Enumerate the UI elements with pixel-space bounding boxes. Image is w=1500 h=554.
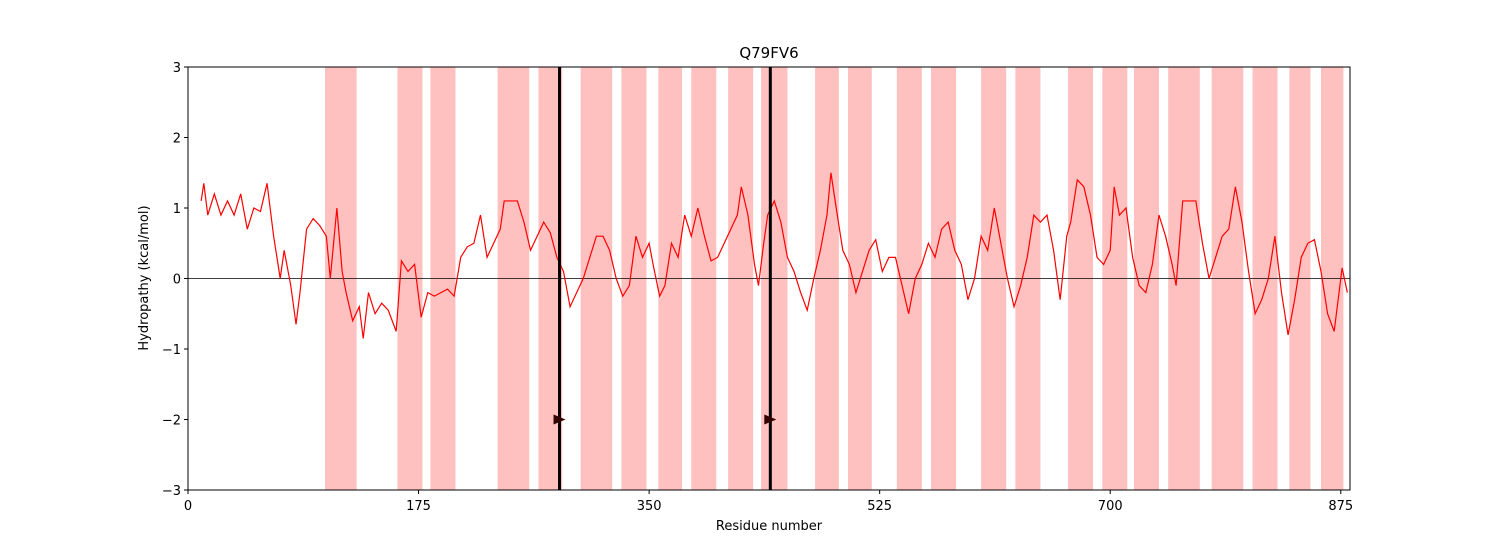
y-tick-label: −2: [162, 414, 181, 429]
y-tick-label: 3: [173, 61, 181, 76]
x-axis-label: Residue number: [716, 519, 823, 534]
x-tick-label: 700: [1098, 499, 1123, 514]
y-tick-label: −3: [162, 484, 181, 499]
y-tick-label: 1: [173, 202, 181, 217]
y-tick-label: 0: [173, 273, 181, 288]
marker: [764, 414, 777, 425]
hydropathy-line: [200, 172, 1348, 339]
marker: [553, 414, 566, 425]
x-tick-label: 175: [406, 499, 431, 514]
y-tick-label: −1: [162, 343, 181, 358]
y-axis-label: Hydropathy (kcal/mol): [137, 205, 152, 350]
x-tick-label: 875: [1328, 499, 1353, 514]
chart-title: Q79FV6: [739, 44, 798, 62]
x-tick-label: 525: [867, 499, 892, 514]
x-tick-label: 0: [184, 499, 192, 514]
x-tick-label: 350: [637, 499, 662, 514]
y-tick-label: 2: [173, 132, 181, 147]
